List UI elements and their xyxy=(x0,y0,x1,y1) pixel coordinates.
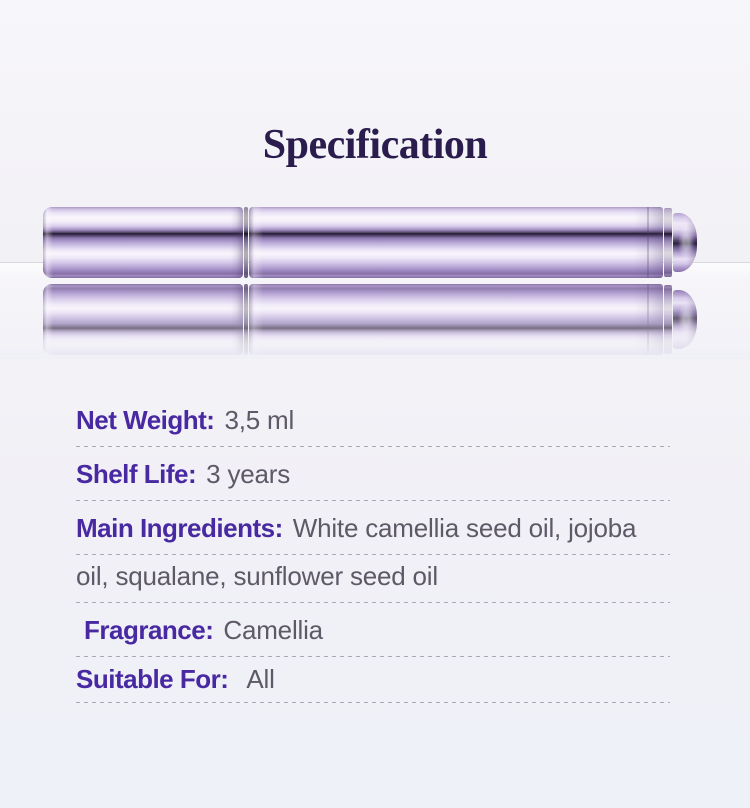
spec-line-shelf-life: Shelf Life: 3 years xyxy=(76,447,670,501)
spec-value: oil, squalane, sunflower seed oil xyxy=(76,561,438,591)
spec-value: 3,5 ml xyxy=(224,405,295,435)
page-title: Specification xyxy=(262,122,488,169)
spec-label: Suitable For: xyxy=(76,664,229,694)
spec-label: Shelf Life: xyxy=(76,459,197,489)
bottle-cap xyxy=(43,207,243,278)
spec-line-fragrance: Fragrance: Camellia xyxy=(76,603,670,657)
spec-line-suitable-for: Suitable For: All xyxy=(76,657,670,703)
bottle-body xyxy=(249,207,663,278)
product-photo xyxy=(0,0,750,395)
reflection-fade xyxy=(0,283,750,359)
spec-line-net-weight: Net Weight: 3,5 ml xyxy=(76,393,670,447)
spec-value: All xyxy=(246,664,275,694)
spec-label: Net Weight: xyxy=(76,405,215,435)
bottle-seam xyxy=(244,207,248,278)
spec-label: Fragrance: xyxy=(84,615,214,645)
bottle-neck-ring xyxy=(664,208,672,277)
product-bottle xyxy=(43,207,697,278)
spec-value: Camellia xyxy=(223,615,323,645)
spec-line-main-ingredients: Main Ingredients: White camellia seed oil… xyxy=(76,501,670,555)
spec-value: White camellia seed oil, jojoba xyxy=(292,513,637,543)
spec-label: Main Ingredients: xyxy=(76,513,283,543)
bottle-tip xyxy=(673,213,697,272)
spec-line-main-ingredients-continued: oil, squalane, sunflower seed oil xyxy=(76,555,670,603)
spec-value: 3 years xyxy=(206,459,291,489)
spec-list: Net Weight: 3,5 ml Shelf Life: 3 years Mai… xyxy=(76,393,670,703)
